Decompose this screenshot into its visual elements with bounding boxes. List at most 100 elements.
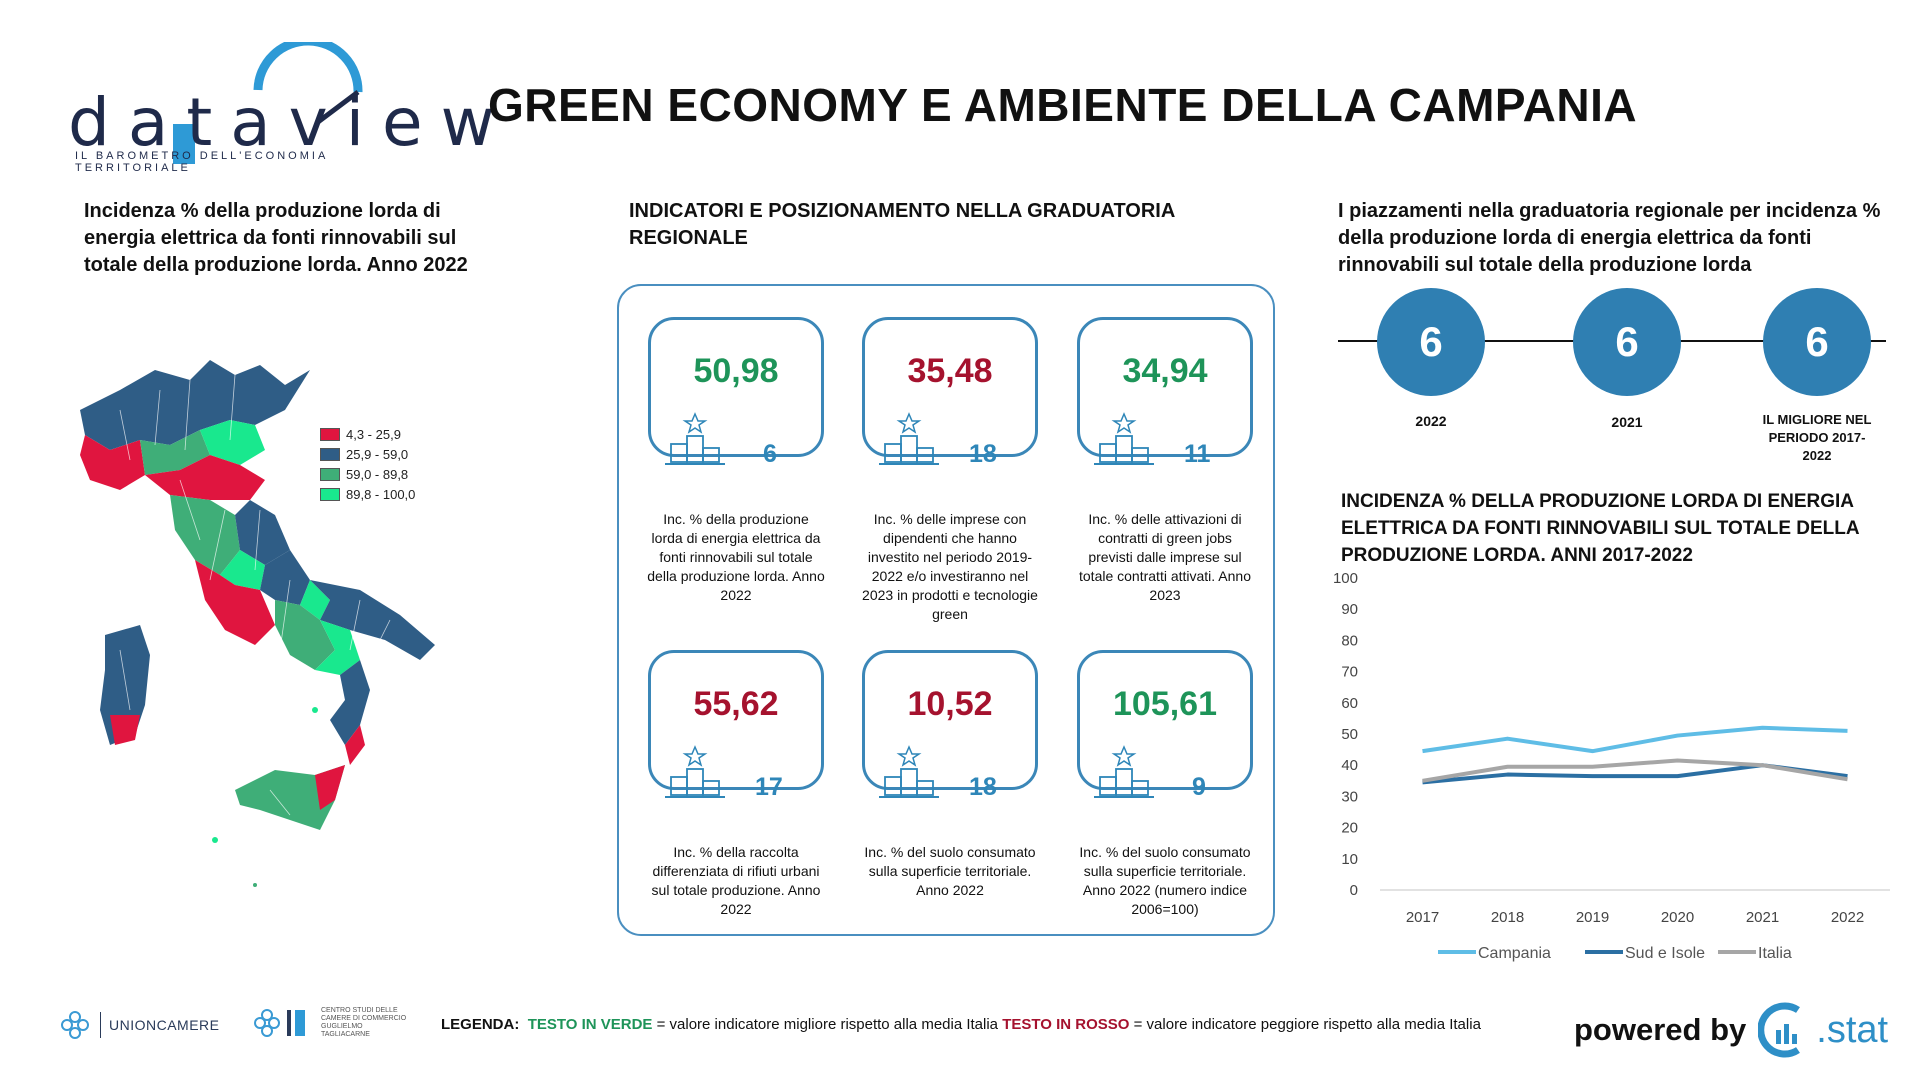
map-calabria [330, 660, 370, 745]
legend-item: 59,0 - 89,8 [320, 464, 415, 484]
tagliacarne-label: CENTRO STUDI DELLE CAMERE DI COMMERCIO G… [321, 1007, 407, 1038]
footer-legend: LEGENDA: TESTO IN VERDE = valore indicat… [441, 1016, 1481, 1033]
y-tick-label: 50 [1341, 726, 1358, 743]
y-tick-label: 30 [1341, 788, 1358, 805]
indicator-description: Inc. % delle imprese con dipendenti che … [862, 511, 1038, 622]
indicator-rank: 11 [1184, 440, 1211, 468]
indicator-description: Inc. % delle attivazioni di contratti di… [1079, 511, 1251, 603]
x-tick-label: 2020 [1661, 909, 1694, 926]
legend-swatch [320, 467, 340, 481]
dataview-logo: dataview IL BAROMETRO DELL'ECONOMIA TERR… [68, 42, 495, 174]
map-title: Incidenza % della produzione lorda di en… [84, 200, 468, 276]
legend-green-label: TESTO IN VERDE [527, 1016, 653, 1033]
y-tick-label: 60 [1341, 695, 1358, 712]
map-emilia [145, 455, 265, 500]
divider [100, 1012, 101, 1038]
x-tick-label: 2021 [1746, 909, 1779, 926]
podium-star-icon [879, 745, 939, 798]
indicator-value: 55,62 [693, 685, 779, 723]
rank-circle: 6 [1763, 288, 1871, 396]
rank-label: IL MIGLIORE NEL PERIODO 2017-2022 [1762, 412, 1872, 463]
y-tick-label: 10 [1341, 851, 1358, 868]
indicator-description: Inc. % della produzione lorda di energia… [647, 511, 825, 603]
legend-red-label: TESTO IN ROSSO [1002, 1016, 1130, 1033]
rankings-title: I piazzamenti nella graduatoria regional… [1338, 200, 1881, 276]
series-line [1422, 758, 1848, 783]
podium-star-icon [665, 412, 725, 465]
indicator-value: 105,61 [1113, 685, 1217, 723]
page-title: GREEN ECONOMY E AMBIENTE DELLA CAMPANIA [488, 79, 1638, 131]
map-umbria [220, 550, 265, 590]
legend-label: Campania [1478, 945, 1551, 962]
map-toscana [170, 495, 240, 575]
x-tick-label: 2019 [1576, 909, 1609, 926]
legend-label: Italia [1758, 945, 1792, 962]
indicators-title: INDICATORI E POSIZIONAMENTO NELLA GRADUA… [629, 200, 1175, 249]
legend-label: Sud e Isole [1625, 945, 1705, 962]
y-tick-label: 70 [1341, 664, 1358, 681]
powered-by-label: powered by [1574, 1012, 1747, 1047]
indicator-card: 10,52 18 [862, 650, 1038, 801]
indicator-description: Inc. % del suolo consumato sulla superfi… [864, 844, 1036, 898]
map-molise [300, 580, 330, 620]
rank-label: 2021 [1611, 414, 1643, 430]
legend-swatch [320, 487, 340, 501]
legend-swatch [320, 447, 340, 461]
indicator-rank: 18 [969, 773, 997, 801]
logo-tagline: IL BAROMETRO DELL'ECONOMIA TERRITORIALE [75, 150, 328, 174]
indicator-value: 34,94 [1122, 352, 1208, 390]
map-north-west [80, 360, 310, 450]
italy-map [80, 360, 435, 887]
y-tick-label: 100 [1333, 570, 1358, 587]
rank-circle: 6 [1573, 288, 1681, 396]
stat-logo-icon [1758, 1002, 1801, 1058]
rank-label: 2022 [1415, 413, 1447, 429]
map-lazio [195, 560, 275, 645]
unioncamere-logo: UNIONCAMERE [58, 1008, 220, 1042]
legend-item: 89,8 - 100,0 [320, 484, 415, 504]
legend-heading: LEGENDA: [441, 1016, 520, 1033]
map-legend: 4,3 - 25,9 25,9 - 59,0 59,0 - 89,8 89,8 … [320, 424, 415, 504]
tagliacarne-icon [254, 1009, 305, 1037]
map-sicilia-east [315, 765, 345, 810]
legend-red-desc: = valore indicatore peggiore rispetto al… [1133, 1016, 1481, 1033]
y-tick-label: 20 [1341, 820, 1358, 837]
legend-label: 89,8 - 100,0 [346, 486, 416, 502]
podium-star-icon [879, 412, 939, 465]
stat-wordmark: .stat [1816, 1008, 1889, 1051]
podium-star-icon [1094, 412, 1154, 465]
x-tick-label: 2017 [1406, 909, 1439, 926]
unioncamere-label: UNIONCAMERE [109, 1017, 220, 1033]
legend-item: 25,9 - 59,0 [320, 444, 415, 464]
unioncamere-flower-icon [61, 1011, 89, 1039]
map-puglia [310, 580, 435, 660]
indicator-rank: 6 [763, 440, 777, 468]
map-veneto [200, 420, 265, 465]
map-marche [235, 500, 290, 565]
indicator-card: 35,48 18 [862, 317, 1038, 468]
line-chart: 0 10 20 30 40 50 60 70 80 90 100 2017 2018 2019 2020 20… [1333, 570, 1890, 962]
indicator-card: 50,98 6 [648, 317, 824, 468]
powered-by: powered by .stat [1574, 1000, 1888, 1060]
legend-label: 59,0 - 89,8 [346, 466, 409, 482]
legend-swatch [320, 427, 340, 441]
map-sardegna-south [110, 715, 140, 745]
indicator-rank: 18 [969, 440, 997, 468]
indicators-panel [617, 284, 1275, 936]
line-chart-title: INCIDENZA % DELLA PRODUZIONE LORDA DI EN… [1341, 491, 1859, 566]
indicator-card: 105,61 9 [1077, 650, 1253, 801]
map-piemonte [80, 435, 145, 490]
indicator-description: Inc. % del suolo consumato sulla superfi… [1079, 844, 1251, 917]
y-tick-label: 80 [1341, 632, 1358, 649]
map-campania [275, 600, 335, 670]
podium-star-icon [1094, 745, 1154, 798]
indicator-description: Inc. % della raccolta differenziata di r… [651, 844, 821, 917]
y-tick-label: 90 [1341, 601, 1358, 618]
indicator-rank: 17 [755, 773, 783, 801]
legend-label: 25,9 - 59,0 [346, 446, 409, 462]
indicator-value: 35,48 [907, 352, 993, 390]
rank-circle: 6 [1377, 288, 1485, 396]
legend-label: 4,3 - 25,9 [346, 426, 401, 442]
series-line [1422, 725, 1848, 754]
indicator-value: 10,52 [907, 685, 993, 723]
